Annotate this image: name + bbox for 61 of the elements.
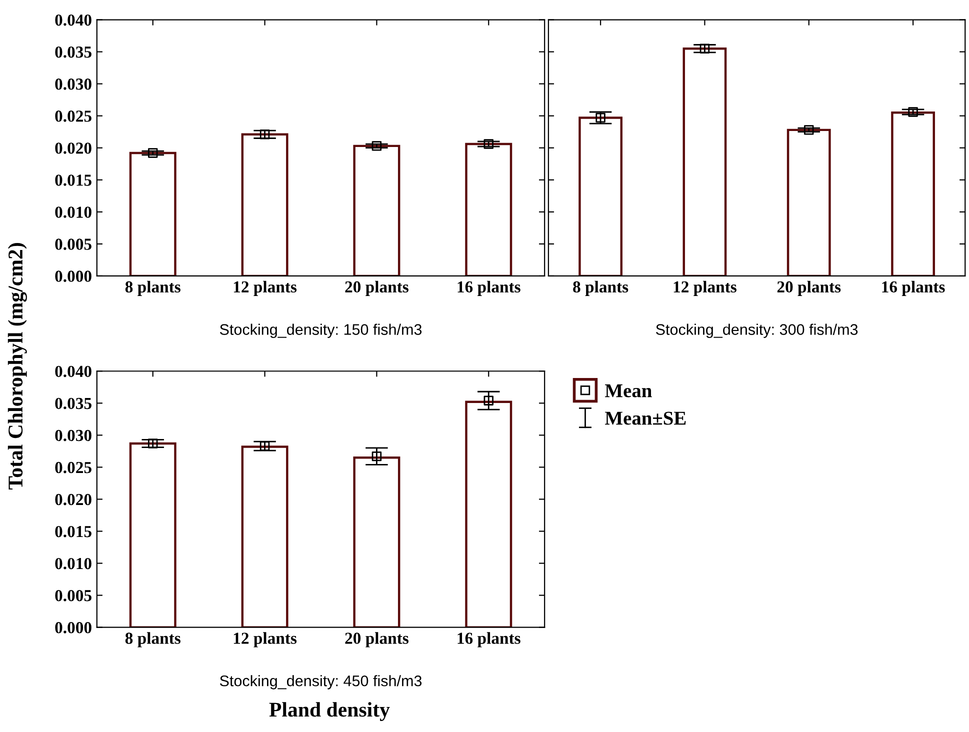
y-axis-title: Total Chlorophyll (mg/cm2) (8, 243, 27, 490)
y-tick-label: 0.030 (55, 78, 92, 90)
point (260, 441, 270, 451)
point (148, 438, 158, 448)
bar (353, 456, 400, 628)
y-tick-label: 0.000 (55, 622, 92, 634)
y-tick-label: 0.025 (55, 462, 92, 474)
bar (891, 112, 935, 276)
point (596, 112, 606, 123)
x-tick-label: 16 plants (882, 280, 945, 296)
bar (786, 128, 831, 276)
bar (129, 442, 176, 628)
point (908, 107, 918, 117)
y-tick-label: 0.005 (55, 590, 92, 602)
bar (578, 116, 622, 276)
x-tick-label: 20 plants (345, 280, 408, 296)
y-tick-label: 0.030 (55, 430, 92, 442)
bar (241, 446, 288, 628)
y-tick-label: 0.020 (55, 494, 92, 506)
y-tick-label: 0.040 (55, 366, 92, 378)
x-tick-label: 20 plants (777, 280, 841, 296)
point (372, 451, 382, 462)
x-tick-label: 8 plants (125, 632, 180, 648)
x-axis-title: Stocking_density: 300 fish/m3 (656, 324, 858, 338)
bar (682, 47, 727, 276)
point (484, 139, 494, 149)
y-tick-label: 0.005 (55, 238, 92, 250)
y-tick-label: 0.015 (55, 526, 92, 538)
y-tick-label: 0.010 (55, 206, 92, 218)
x-tick-label: 12 plants (674, 280, 736, 296)
x-tick-label: 12 plants (234, 632, 297, 648)
point (804, 125, 814, 135)
bar (241, 133, 288, 276)
point (372, 141, 382, 151)
point (484, 396, 494, 406)
x-axis-title: Stocking_density: 150 fish/m3 (220, 324, 422, 338)
y-tick-label: 0.025 (55, 110, 92, 122)
point (700, 44, 710, 54)
bar (465, 400, 512, 628)
bar (353, 144, 400, 276)
x-tick-label: 8 plants (125, 280, 180, 296)
bar (129, 152, 176, 276)
x-tick-label: 12 plants (234, 280, 297, 296)
x-tick-label: 16 plants (458, 632, 520, 648)
y-tick-label: 0.020 (55, 142, 92, 154)
y-tick-label: 0.015 (55, 174, 92, 186)
text: Pland density (269, 702, 390, 722)
x-tick-label: 20 plants (345, 632, 408, 648)
bar (465, 142, 512, 276)
point (148, 148, 158, 158)
y-tick-label: 0.010 (55, 558, 92, 570)
y-tick-label: 0.035 (55, 46, 92, 58)
x-tick-label: 16 plants (458, 280, 520, 296)
y-tick-label: 0.035 (55, 398, 92, 410)
y-tick-label: 0.000 (55, 270, 92, 282)
x-tick-label: 8 plants (573, 280, 628, 296)
y-tick-label: 0.040 (55, 14, 92, 26)
point (260, 130, 270, 140)
x-axis-title: Stocking_density: 450 fish/m3 (220, 675, 422, 690)
text: Mean±SE (605, 412, 686, 425)
legend-label: Mean (605, 384, 652, 398)
